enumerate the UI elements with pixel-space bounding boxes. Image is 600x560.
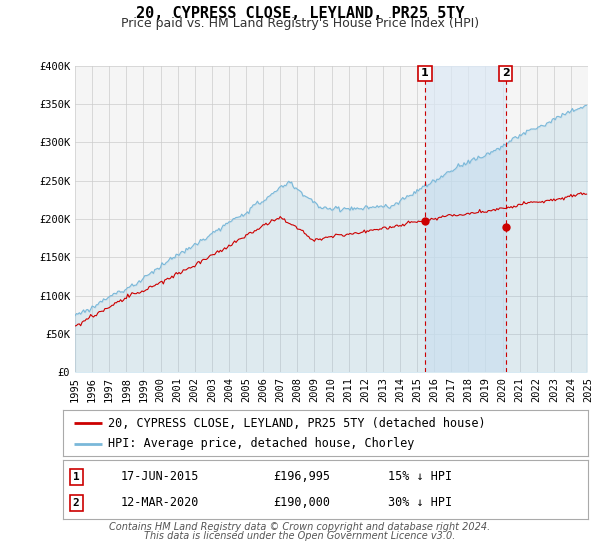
Text: 20, CYPRESS CLOSE, LEYLAND, PR25 5TY (detached house): 20, CYPRESS CLOSE, LEYLAND, PR25 5TY (de…	[107, 417, 485, 430]
Text: 2: 2	[502, 68, 509, 78]
Text: 17-JUN-2015: 17-JUN-2015	[121, 470, 199, 483]
Text: HPI: Average price, detached house, Chorley: HPI: Average price, detached house, Chor…	[107, 437, 414, 450]
Text: 30% ↓ HPI: 30% ↓ HPI	[389, 496, 452, 509]
Text: Contains HM Land Registry data © Crown copyright and database right 2024.: Contains HM Land Registry data © Crown c…	[109, 522, 491, 532]
Text: 2: 2	[73, 498, 79, 508]
Text: 12-MAR-2020: 12-MAR-2020	[121, 496, 199, 509]
Text: 15% ↓ HPI: 15% ↓ HPI	[389, 470, 452, 483]
Text: This data is licensed under the Open Government Licence v3.0.: This data is licensed under the Open Gov…	[145, 531, 455, 541]
Text: 1: 1	[421, 68, 429, 78]
Text: 20, CYPRESS CLOSE, LEYLAND, PR25 5TY: 20, CYPRESS CLOSE, LEYLAND, PR25 5TY	[136, 6, 464, 21]
Text: 1: 1	[73, 472, 79, 482]
Text: £190,000: £190,000	[273, 496, 330, 509]
Text: Price paid vs. HM Land Registry's House Price Index (HPI): Price paid vs. HM Land Registry's House …	[121, 17, 479, 30]
Bar	[425, 66, 506, 372]
Text: £196,995: £196,995	[273, 470, 330, 483]
